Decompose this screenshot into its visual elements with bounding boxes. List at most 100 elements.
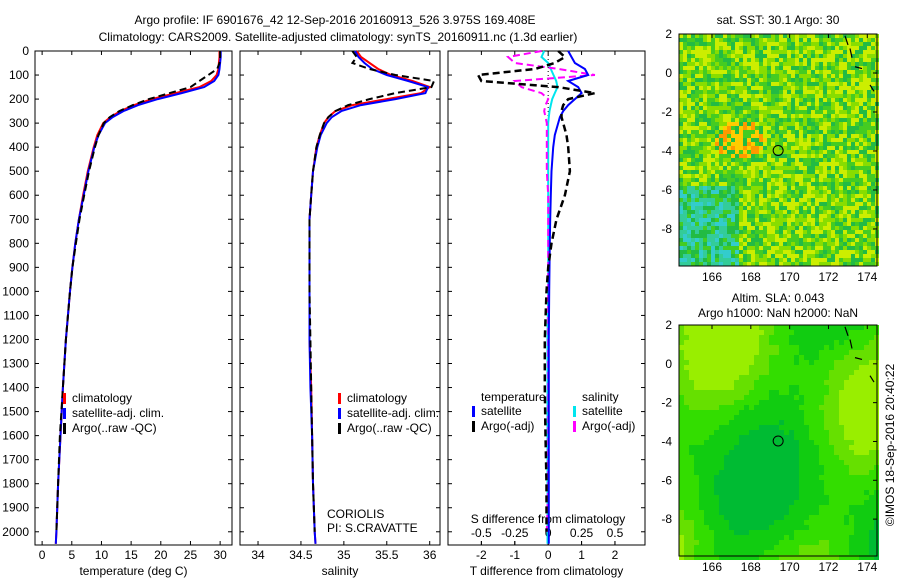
map-cell (769, 380, 774, 385)
map-cell (719, 375, 724, 380)
map-cell (859, 485, 864, 490)
map-cell (809, 390, 814, 395)
map-cell (749, 435, 754, 440)
map-cell (783, 94, 787, 98)
map-cell (851, 234, 855, 238)
map-cell (811, 138, 815, 142)
map-cell (679, 106, 683, 110)
map-cell (795, 122, 799, 126)
x2-tick-label: -0.5 (471, 526, 492, 540)
map-cell (839, 74, 843, 78)
map-cell (735, 78, 739, 82)
map-cell (727, 226, 731, 230)
map-cell (864, 350, 869, 355)
map-cell (867, 70, 871, 74)
map-cell (734, 510, 739, 515)
map-cell (743, 138, 747, 142)
map-cell (739, 98, 743, 102)
map-cell (775, 42, 779, 46)
map-cell (747, 62, 751, 66)
map-cell (854, 410, 859, 415)
map-cell (794, 545, 799, 550)
map-cell (689, 325, 694, 330)
map-cell (779, 78, 783, 82)
map-cell (815, 74, 819, 78)
legend-title-salinity: salinity (582, 390, 619, 404)
map-cell (747, 238, 751, 242)
map-cell (735, 182, 739, 186)
map-cell (729, 455, 734, 460)
map-cell (814, 545, 819, 550)
map-cell (691, 158, 695, 162)
map-cell (769, 385, 774, 390)
map-cell (819, 495, 824, 500)
map-cell (704, 345, 709, 350)
map-cell (851, 130, 855, 134)
map-cell (839, 540, 844, 545)
map-cell (815, 34, 819, 38)
map-cell (784, 425, 789, 430)
map-cell (859, 202, 863, 206)
map-cell (695, 114, 699, 118)
map-cell (709, 380, 714, 385)
map-cell (759, 545, 764, 550)
map-cell (739, 54, 743, 58)
map-cell (709, 335, 714, 340)
map-cell (789, 485, 794, 490)
map-cell (851, 126, 855, 130)
map-cell (829, 425, 834, 430)
map-cell (769, 460, 774, 465)
map-cell (815, 54, 819, 58)
map-cell (754, 440, 759, 445)
map-cell (784, 460, 789, 465)
map-cell (803, 262, 807, 266)
map-cell (699, 505, 704, 510)
map-cell (869, 535, 874, 540)
map-cell (799, 390, 804, 395)
map-cell (867, 62, 871, 66)
map-cell (791, 170, 795, 174)
map-cell (774, 465, 779, 470)
map-cell (803, 142, 807, 146)
map-cell (734, 515, 739, 520)
map-cell (779, 515, 784, 520)
map-cell (729, 435, 734, 440)
map-cell (795, 126, 799, 130)
map-cell (739, 410, 744, 415)
map-cell (834, 490, 839, 495)
map-cell (714, 465, 719, 470)
map-cell (734, 455, 739, 460)
map-cell (831, 122, 835, 126)
map-cell (747, 38, 751, 42)
map-cell (859, 262, 863, 266)
map-cell (779, 535, 784, 540)
map-cell (764, 490, 769, 495)
map-cell (849, 500, 854, 505)
map-cell (839, 490, 844, 495)
map-cell (689, 445, 694, 450)
map-cell (679, 138, 683, 142)
map-cell (775, 230, 779, 234)
map-cell (854, 420, 859, 425)
map-cell (864, 520, 869, 525)
map-cell (703, 118, 707, 122)
map-cell (743, 54, 747, 58)
map-cell (749, 465, 754, 470)
map-cell (829, 330, 834, 335)
legend-swatch (338, 408, 341, 419)
map-cell (863, 250, 867, 254)
map-cell (774, 325, 779, 330)
map-cell (767, 138, 771, 142)
map-cell (719, 345, 724, 350)
map-cell (869, 425, 874, 430)
map-cell (749, 345, 754, 350)
map-cell (835, 146, 839, 150)
map-cell (735, 206, 739, 210)
map-cell (734, 335, 739, 340)
map-cell (799, 174, 803, 178)
map-cell (867, 214, 871, 218)
map-cell (823, 162, 827, 166)
map-cell (715, 222, 719, 226)
map-cell (775, 38, 779, 42)
map-cell (847, 250, 851, 254)
